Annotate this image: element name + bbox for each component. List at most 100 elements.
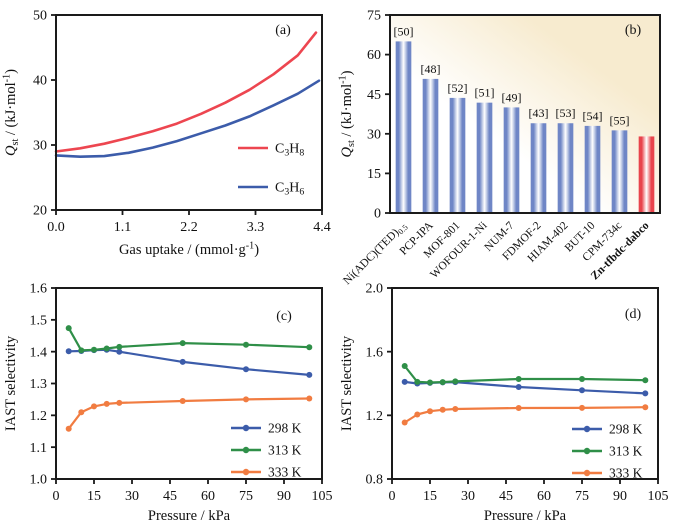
x-tick-label: 75: [575, 489, 589, 504]
y-tick-label: 1.6: [366, 345, 384, 360]
bar: [530, 123, 547, 213]
bar-value-label: [52]: [448, 81, 468, 95]
qst-vs-uptake-line-chart: 0.0 1.1 2.2 3.3 4.4 20 30 40 50 Gas uptake / (mmo…: [2, 9, 331, 258]
x-tick-label: 15: [423, 489, 437, 504]
x-tick-label: 45: [163, 489, 177, 504]
bar-value-label: [55]: [610, 113, 630, 127]
text-run: 333 K: [609, 465, 643, 480]
data-point-marker: [306, 344, 313, 351]
x-tick-label: 30: [461, 489, 475, 504]
text-run: Q: [3, 145, 19, 156]
panel-tag: (d): [625, 307, 642, 322]
legend-entry-label: 298 K: [268, 420, 302, 435]
data-point-marker: [179, 340, 186, 347]
bar-value-label: [54]: [583, 109, 603, 123]
data-point-marker: [65, 325, 72, 332]
data-point-marker: [452, 378, 459, 385]
x-tick-label: 0: [389, 489, 396, 504]
legend-entry-label: 313 K: [268, 442, 302, 457]
panel-tag: (a): [275, 23, 291, 38]
data-point-marker: [452, 406, 459, 412]
bar-value-label: [50]: [394, 24, 414, 38]
bar-value-label: [51]: [475, 86, 495, 100]
bar-value-label: [48]: [421, 62, 441, 76]
text-run: IAST selectivity: [3, 335, 19, 431]
bar: [449, 97, 466, 213]
plot-frame: [389, 14, 661, 214]
text-run: 3: [284, 187, 289, 198]
y-tick-label: 1.6: [30, 282, 48, 297]
data-point-marker: [243, 366, 249, 373]
plot-frame: [55, 287, 323, 480]
data-point-marker: [427, 379, 433, 386]
plot-frame: [55, 14, 323, 211]
data-point-marker: [78, 347, 85, 354]
plot-frame: [391, 287, 659, 480]
x-axis-label: Pressure / kPa: [148, 508, 231, 524]
data-point-marker: [579, 387, 585, 394]
data-point-marker: [103, 345, 110, 352]
data-point-marker: [103, 400, 110, 407]
data-point-marker: [401, 378, 408, 385]
y-axis-label: Qst / (kJ·mol-1): [338, 70, 358, 157]
y-tick-label: 0: [374, 207, 381, 222]
text-run: ): [339, 70, 355, 75]
text-run: C: [275, 142, 284, 157]
legend-entry-label: 298 K: [609, 421, 643, 436]
legend-sample-marker: [242, 468, 250, 476]
x-tick-label: 0: [53, 489, 60, 504]
series-line: [54, 31, 318, 153]
text-run: Q: [339, 146, 355, 157]
data-point-marker: [579, 404, 585, 411]
y-tick-label: 1.2: [366, 409, 384, 424]
x-tick-label: 4.4: [313, 220, 331, 235]
text-run: Pressure / kPa: [484, 508, 567, 524]
data-point-marker: [179, 398, 186, 404]
iast-selectivity-chart-d: 0 15 30 45 60 75 90 105 0.8 1.2 1.6 2.0 Pressure / k…: [339, 282, 669, 524]
text-run: 3: [284, 148, 289, 159]
bar-value-label: [53]: [556, 106, 576, 120]
text-run: 298 K: [268, 420, 302, 435]
y-tick-label: 1.3: [30, 377, 48, 392]
data-point-marker: [401, 363, 408, 369]
data-point-marker: [243, 341, 249, 348]
text-run: 6: [299, 187, 304, 198]
data-point-marker: [642, 404, 649, 411]
bar: [395, 41, 412, 214]
data-point-marker: [414, 378, 421, 385]
x-tick-label: 105: [648, 489, 669, 504]
bar: [557, 123, 574, 213]
legend-entry-label: 313 K: [609, 443, 643, 458]
x-tick-label: 105: [312, 489, 333, 504]
x-tick-label: 15: [87, 489, 101, 504]
bar: [584, 125, 601, 213]
x-tick-label: 45: [499, 489, 513, 504]
legend-sample-marker: [242, 424, 250, 432]
text-run: IAST selectivity: [339, 335, 355, 431]
x-tick-label: 90: [277, 489, 291, 504]
y-axis-label: Qst / (kJ·mol-1): [2, 69, 22, 156]
x-tick-label: 3.3: [247, 220, 265, 235]
data-point-marker: [65, 348, 72, 355]
text-run: / (kJ·mol: [3, 82, 19, 138]
bar: [638, 136, 655, 213]
x-axis-label: Pressure / kPa: [484, 508, 567, 524]
y-tick-label: 0.8: [366, 473, 384, 488]
y-tick-label: 1.0: [30, 473, 48, 488]
x-tick-label: 60: [537, 489, 551, 504]
data-point-marker: [78, 409, 85, 416]
data-point-marker: [642, 390, 649, 397]
y-tick-label: 75: [367, 9, 381, 24]
bar-value-label: [43]: [529, 106, 549, 120]
y-tick-label: 1.2: [30, 409, 48, 424]
legend-entry-label: C3H6: [275, 181, 304, 198]
data-point-marker: [179, 358, 186, 365]
text-run: H: [289, 142, 299, 157]
panel-d: 0 15 30 45 60 75 90 105 0.8 1.2 1.6 2.0 Pressure / k…: [336, 266, 673, 532]
y-tick-label: 1.5: [30, 313, 48, 328]
legend-sample-marker: [583, 469, 591, 477]
legend-entry-label: C3H8: [275, 142, 304, 159]
text-run: / (kJ·mol: [339, 84, 355, 140]
y-axis-label: IAST selectivity: [3, 335, 19, 431]
